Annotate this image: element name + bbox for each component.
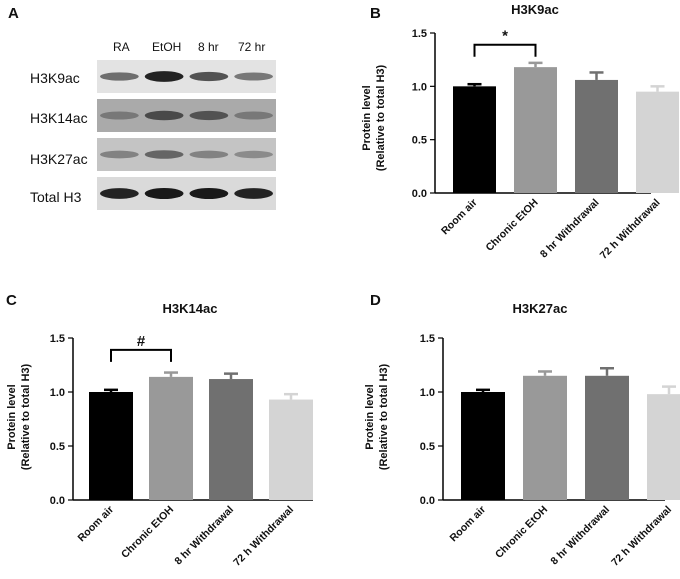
bar <box>647 394 680 500</box>
y-axis-label: Protein level <box>361 85 373 150</box>
y-tick-label: 0.5 <box>412 135 427 147</box>
y-tick-label: 1.5 <box>412 28 427 40</box>
significance-marker: # <box>137 333 146 350</box>
x-tick-label: 8 hr Withdrawal <box>548 504 612 568</box>
y-tick-label: 0.0 <box>50 495 65 507</box>
bar <box>209 379 253 500</box>
blot-row-label-h3k14ac: H3K14ac <box>30 110 88 126</box>
y-tick-label: 0.0 <box>412 188 427 200</box>
x-tick-label: 8 hr Withdrawal <box>538 197 602 261</box>
y-tick-label: 1.0 <box>412 81 427 93</box>
x-tick-label: Room air <box>447 504 488 545</box>
x-tick-label: Chronic EtOH <box>493 504 550 561</box>
blot-band <box>234 72 273 81</box>
y-axis-label: Protein level <box>364 384 376 449</box>
blot-band <box>144 71 184 82</box>
significance-bracket <box>110 348 172 362</box>
y-tick-label: 1.5 <box>420 333 435 345</box>
lane-label-72hr: 72 hr <box>238 40 266 54</box>
y-tick-label: 0.0 <box>420 495 435 507</box>
x-tick-label: Room air <box>439 197 480 238</box>
bar <box>585 375 629 500</box>
x-tick-label: Room air <box>75 504 116 545</box>
panel-letter-a: A <box>8 5 19 22</box>
chart-title: H3K14ac <box>163 301 218 316</box>
chart-title: H3K27ac <box>513 301 568 316</box>
lane-label-8hr: 8 hr <box>198 40 219 54</box>
lane-label-etoh: EtOH <box>152 40 182 54</box>
blot-band <box>100 72 139 81</box>
y-axis-label: Protein level <box>6 384 18 449</box>
bar <box>461 392 505 500</box>
bar <box>514 67 557 193</box>
bar <box>453 86 496 193</box>
blot-image <box>97 60 276 210</box>
y-tick-label: 0.5 <box>50 441 65 453</box>
y-tick-label: 1.0 <box>420 387 435 399</box>
panel-letter-c: C <box>6 292 17 309</box>
blot-band <box>234 150 273 159</box>
y-tick-label: 0.5 <box>420 441 435 453</box>
lane-label-ra: RA <box>113 40 130 54</box>
y-axis-label-sub: (Relative to total H3) <box>375 64 387 171</box>
x-tick-label: 72 h Withdrawal <box>609 504 674 569</box>
x-tick-label: Chronic EtOH <box>119 504 176 561</box>
blot-band <box>189 150 229 159</box>
bar <box>149 376 193 500</box>
blot-band <box>100 111 139 120</box>
y-tick-label: 1.0 <box>50 387 65 399</box>
panel-letter-d: D <box>370 292 381 309</box>
y-axis-label-sub: (Relative to total H3) <box>378 363 390 470</box>
blot-band <box>234 111 273 120</box>
blot-band <box>100 150 139 159</box>
blot-band <box>189 110 229 121</box>
significance-marker: * <box>502 28 508 45</box>
bar <box>269 399 313 500</box>
blot-band <box>189 71 229 82</box>
blot-row-label-h3k9ac: H3K9ac <box>30 70 80 86</box>
bar <box>636 91 679 193</box>
chart-h3k9ac: H3K9ac Protein level (Relative to total … <box>361 2 679 262</box>
blot-band <box>100 188 139 199</box>
blot-row-label-h3k27ac: H3K27ac <box>30 151 88 167</box>
blot-row-label-total-h3: Total H3 <box>30 189 82 205</box>
y-axis-label-sub: (Relative to total H3) <box>20 363 32 470</box>
x-tick-label: Chronic EtOH <box>483 197 540 254</box>
x-tick-label: 8 hr Withdrawal <box>172 504 236 568</box>
blot-band <box>144 110 184 121</box>
blot-band <box>144 188 184 199</box>
x-tick-label: 72 h Withdrawal <box>598 197 663 262</box>
significance-bracket <box>473 43 537 57</box>
panel-letter-b: B <box>370 5 381 22</box>
bar <box>89 392 133 500</box>
bar <box>575 79 618 193</box>
bar <box>523 375 567 500</box>
blot-band <box>144 150 184 159</box>
blot-band <box>234 188 273 199</box>
blot-band <box>189 188 229 199</box>
y-tick-label: 1.5 <box>50 333 65 345</box>
chart-h3k14ac: H3K14ac Protein level (Relative to total… <box>6 301 313 569</box>
x-tick-label: 72 h Withdrawal <box>231 504 296 569</box>
chart-h3k27ac: H3K27ac Protein level (Relative to total… <box>364 301 680 569</box>
chart-title: H3K9ac <box>511 2 559 17</box>
